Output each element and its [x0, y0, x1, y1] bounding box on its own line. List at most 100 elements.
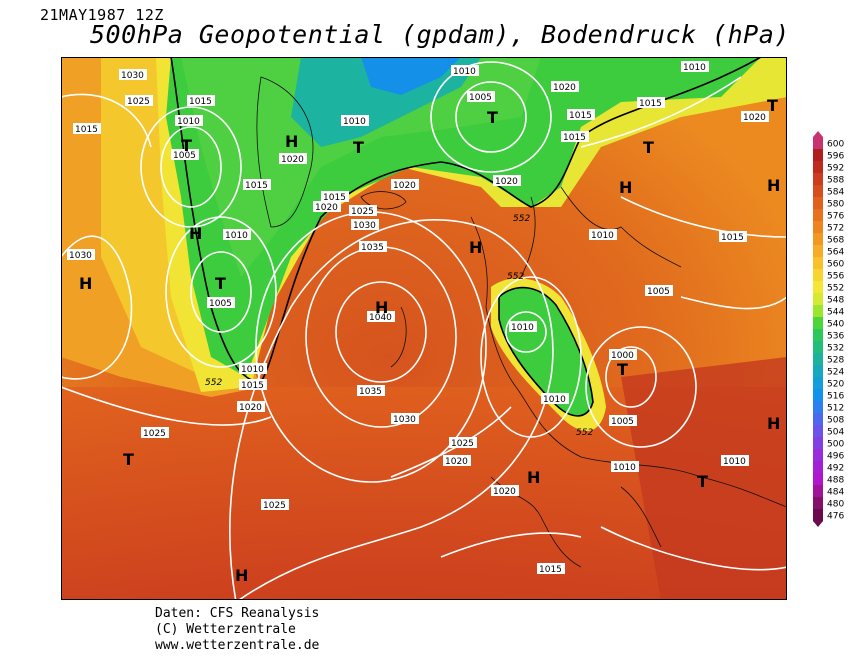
low-symbol: T — [487, 108, 498, 127]
isobar-label: 1030 — [121, 71, 144, 81]
legend-label: 500 — [827, 440, 844, 450]
weather-map: 1030 1025 1015 1015 1010 1005 1020 1010 … — [61, 57, 787, 600]
isobar-label: 1015 — [563, 133, 586, 143]
high-symbol: H — [619, 178, 632, 197]
field-southeast — [621, 357, 787, 600]
legend-swatch — [813, 461, 823, 474]
legend-swatch — [813, 449, 823, 462]
legend-swatch — [813, 281, 823, 294]
contour-552-labels: 552 552 552 552 — [205, 214, 593, 438]
isobar-label: 1020 — [281, 155, 304, 165]
legend-swatch — [813, 485, 823, 498]
legend-label: 572 — [827, 224, 844, 234]
isobar-label: 1000 — [611, 351, 634, 361]
legend-label: 568 — [827, 236, 844, 246]
low-symbol: T — [697, 472, 708, 491]
legend-swatch — [813, 341, 823, 354]
high-symbol: H — [189, 224, 202, 243]
isobar-label: 1015 — [323, 193, 346, 203]
legend-swatch — [813, 509, 823, 522]
legend-label: 516 — [827, 392, 844, 402]
legend-swatch — [813, 437, 823, 450]
legend-label: 536 — [827, 332, 844, 342]
legend-label: 600 — [827, 140, 844, 150]
legend-label: 596 — [827, 152, 844, 162]
legend-swatch — [813, 413, 823, 426]
legend-label: 484 — [827, 488, 844, 498]
legend-label: 512 — [827, 404, 844, 414]
isobar-label: 1020 — [239, 403, 262, 413]
contour-label: 552 — [576, 428, 593, 438]
low-symbol: T — [181, 136, 192, 155]
high-symbol: H — [285, 132, 298, 151]
legend-swatch — [813, 197, 823, 210]
legend-swatch — [813, 185, 823, 198]
isobar-label: 1015 — [189, 97, 212, 107]
isobar-label: 1010 — [723, 457, 746, 467]
legend-label: 592 — [827, 164, 844, 174]
low-symbol: T — [353, 138, 364, 157]
field-trough-green-inner — [181, 57, 541, 277]
field-cutoff-green — [499, 287, 593, 416]
isobar-label: 1010 — [177, 117, 200, 127]
legend-swatch — [813, 317, 823, 330]
isobar-label: 1020 — [495, 177, 518, 187]
contour-label: 552 — [513, 214, 530, 224]
high-symbol: H — [469, 238, 482, 257]
high-symbol: H — [767, 414, 780, 433]
isobar-label: 1015 — [245, 181, 268, 191]
isobar-label: 1005 — [209, 299, 232, 309]
legend-arrow-top — [813, 131, 823, 137]
high-symbol: H — [767, 176, 780, 195]
legend-swatch — [813, 221, 823, 234]
isobar-label: 1010 — [453, 67, 476, 77]
isobar-label: 1020 — [493, 487, 516, 497]
isobar-label: 1010 — [591, 231, 614, 241]
legend-label: 492 — [827, 464, 844, 474]
low-symbol: T — [767, 96, 778, 115]
high-symbol: H — [79, 274, 92, 293]
legend-swatch — [813, 389, 823, 402]
legend-arrow-bottom — [813, 521, 823, 527]
legend-label: 508 — [827, 416, 844, 426]
isobar-label: 1025 — [127, 97, 150, 107]
coastlines — [256, 76, 787, 568]
legend-label: 532 — [827, 344, 844, 354]
legend-label: 540 — [827, 320, 844, 330]
pressure-symbols: T H T T H T H H H T H T H T T H T H H — [79, 96, 780, 585]
isobar-label: 1030 — [353, 221, 376, 231]
isobar-label: 1010 — [241, 365, 264, 375]
legend-swatch — [813, 377, 823, 390]
copyright: (C) Wetterzentrale — [155, 622, 296, 637]
isobar-label: 1010 — [543, 395, 566, 405]
legend-label: 588 — [827, 176, 844, 186]
legend-swatch — [813, 269, 823, 282]
legend-label: 544 — [827, 308, 844, 318]
field-cold-blue — [361, 57, 461, 95]
legend-label: 580 — [827, 200, 844, 210]
isobar-label: 1040 — [369, 313, 392, 323]
legend-label: 576 — [827, 212, 844, 222]
isobar-label: 1010 — [613, 463, 636, 473]
legend-swatch — [813, 353, 823, 366]
legend-swatch — [813, 401, 823, 414]
legend-label: 520 — [827, 380, 844, 390]
map-title: 500hPa Geopotential (gpdam), Bodendruck … — [90, 20, 790, 49]
legend-label: 584 — [827, 188, 844, 198]
map-frame — [61, 57, 787, 600]
website: www.wetterzentrale.de — [155, 638, 320, 653]
low-symbol: T — [617, 360, 628, 379]
isobar-label: 1020 — [743, 113, 766, 123]
high-symbol: H — [527, 468, 540, 487]
isobar-label: 1005 — [469, 93, 492, 103]
legend-swatch — [813, 149, 823, 162]
isobar-label: 1015 — [241, 381, 264, 391]
legend-swatch — [813, 305, 823, 318]
isobar-label: 1020 — [393, 181, 416, 191]
isobar-label: 1015 — [639, 99, 662, 109]
isobar-label: 1010 — [343, 117, 366, 127]
legend-label: 524 — [827, 368, 844, 378]
legend-swatch — [813, 365, 823, 378]
isobar-label: 1030 — [393, 415, 416, 425]
high-symbol: H — [235, 566, 248, 585]
